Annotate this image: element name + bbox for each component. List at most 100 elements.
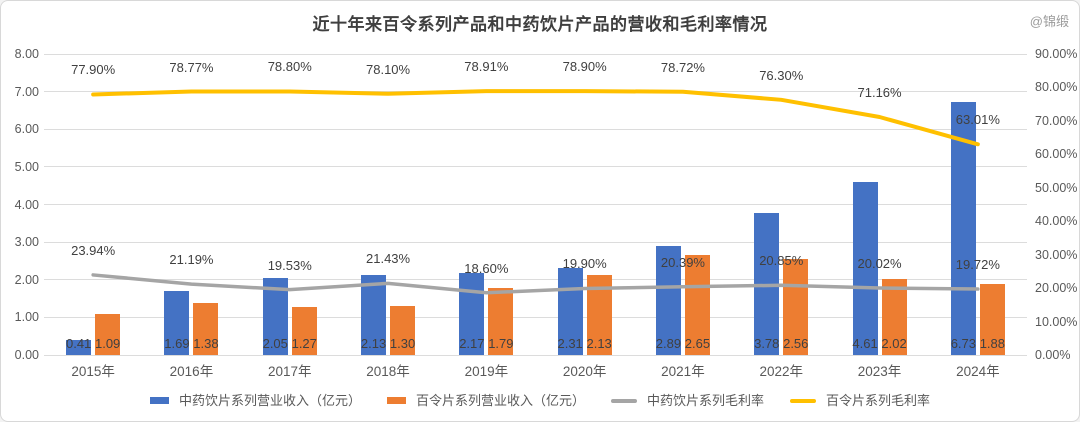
left-axis-tick: 3.00	[14, 235, 39, 250]
x-axis-label: 2018年	[366, 364, 410, 379]
watermark: @锦缎	[1029, 14, 1069, 29]
bar	[488, 287, 514, 355]
line-value-label: 63.01%	[955, 112, 1000, 128]
bar-value-label: 4.61	[852, 336, 878, 351]
line-value-label: 78.91%	[464, 59, 509, 75]
bar	[390, 306, 416, 355]
left-axis-tick: 1.00	[14, 310, 39, 325]
x-axis-label: 2023年	[857, 364, 902, 379]
bar	[950, 101, 976, 355]
line-value-label: 71.16%	[857, 85, 902, 100]
x-axis-label: 2019年	[464, 364, 509, 379]
left-axis-tick: 4.00	[14, 197, 39, 212]
legend-label: 中药饮片系列营业收入（亿元）	[178, 393, 361, 408]
bar	[852, 181, 878, 355]
bar	[979, 284, 1005, 355]
chart-title: 近十年来百令系列产品和中药饮片产品的营收和毛利率情况	[312, 15, 768, 34]
right-axis-tick: 20.00%	[1035, 281, 1078, 296]
line-value-label: 78.90%	[562, 59, 607, 75]
bar	[754, 212, 780, 355]
bar-value-label: 1.30	[389, 336, 416, 351]
right-axis-tick: 0.00%	[1035, 348, 1071, 362]
line-value-label: 78.72%	[660, 59, 705, 75]
bar	[291, 307, 317, 355]
bar-value-label: 2.02	[881, 336, 907, 351]
gridline	[44, 128, 1027, 130]
x-axis-label: 2021年	[661, 364, 705, 379]
bar	[193, 303, 219, 355]
legend-item: 百令片系列营业收入（亿元）	[386, 393, 585, 408]
bar	[164, 291, 190, 355]
right-axis-tick: 70.00%	[1035, 113, 1078, 128]
bar-value-label: 2.31	[557, 336, 583, 351]
right-axis-tick: 40.00%	[1035, 214, 1078, 229]
bar-value-label: 2.13	[360, 336, 387, 351]
line-value-label: 76.30%	[759, 67, 804, 83]
bar-value-label: 0.41	[65, 336, 92, 351]
bar-value-label: 1.88	[979, 336, 1005, 351]
line-value-label: 21.19%	[169, 252, 214, 268]
legend-bar-swatch	[149, 397, 169, 404]
bar-value-label: 2.05	[262, 336, 288, 351]
line-value-label: 20.39%	[660, 254, 705, 270]
gridline	[44, 316, 1027, 318]
legend-item: 百令片系列毛利率	[790, 393, 930, 408]
gridline	[44, 354, 1027, 356]
legend-item: 中药饮片系列营业收入（亿元）	[149, 393, 361, 408]
bar	[684, 255, 710, 355]
bar-value-label: 3.78	[754, 336, 780, 351]
left-axis-tick: 2.00	[14, 272, 39, 287]
gridline	[44, 204, 1027, 205]
line-value-label: 19.72%	[955, 257, 1000, 273]
line-zhongyao-margin	[91, 273, 980, 295]
line-value-label: 78.77%	[169, 59, 214, 75]
line-value-label: 23.94%	[71, 242, 116, 258]
bar	[95, 313, 121, 355]
legend-line-swatch	[790, 398, 817, 403]
left-axis-tick: 6.00	[14, 122, 39, 137]
legend-label: 百令片系列营业收入（亿元）	[415, 393, 585, 408]
right-axis-tick: 30.00%	[1035, 247, 1078, 262]
bar-value-label: 1.27	[291, 336, 317, 351]
line-bailing-margin	[91, 89, 980, 147]
bar-value-label: 1.38	[193, 336, 219, 351]
legend-line-swatch	[611, 398, 637, 403]
legend-label: 中药饮片系列毛利率	[647, 393, 765, 408]
gridline	[44, 241, 1027, 243]
x-axis-label: 2024年	[956, 364, 1000, 379]
bar-value-label: 2.56	[783, 336, 809, 351]
bar-value-label: 2.13	[586, 336, 612, 351]
legend-label: 百令片系列毛利率	[826, 393, 931, 408]
legend-bar-swatch	[386, 397, 406, 404]
left-axis-tick: 5.00	[14, 159, 39, 174]
x-axis-label: 2020年	[562, 364, 607, 379]
bar-value-label: 2.65	[684, 336, 711, 351]
right-axis-tick: 90.00%	[1035, 47, 1078, 61]
legend: 中药饮片系列营业收入（亿元） 百令片系列营业收入（亿元） 中药饮片系列毛利率 百令片系…	[1, 393, 1079, 408]
line-value-label: 18.60%	[464, 260, 509, 276]
left-axis-tick: 8.00	[14, 47, 39, 61]
right-axis-tick: 60.00%	[1035, 147, 1078, 162]
bar-value-label: 1.09	[94, 336, 121, 351]
line-value-label: 19.90%	[562, 256, 607, 272]
x-axis-label: 2022年	[759, 364, 804, 379]
bar-value-label: 1.79	[488, 336, 514, 351]
right-axis-tick: 10.00%	[1035, 314, 1078, 329]
bar	[66, 339, 92, 355]
line-value-label: 20.85%	[759, 253, 804, 269]
left-axis-tick: 7.00	[14, 84, 39, 99]
line-value-label: 77.90%	[71, 62, 116, 78]
line-value-label: 21.43%	[366, 251, 411, 267]
legend-item: 中药饮片系列毛利率	[611, 393, 764, 408]
x-axis-label: 2015年	[71, 364, 115, 379]
gridline	[44, 166, 1027, 168]
line-value-label: 19.53%	[267, 257, 312, 273]
x-axis-label: 2016年	[169, 364, 214, 379]
bar	[655, 246, 681, 355]
left-axis-tick: 0.00	[14, 348, 39, 362]
x-axis-label: 2017年	[267, 364, 312, 379]
gridline	[44, 53, 1027, 55]
line-value-label: 78.80%	[267, 59, 312, 75]
bar-value-label: 1.69	[164, 336, 190, 351]
